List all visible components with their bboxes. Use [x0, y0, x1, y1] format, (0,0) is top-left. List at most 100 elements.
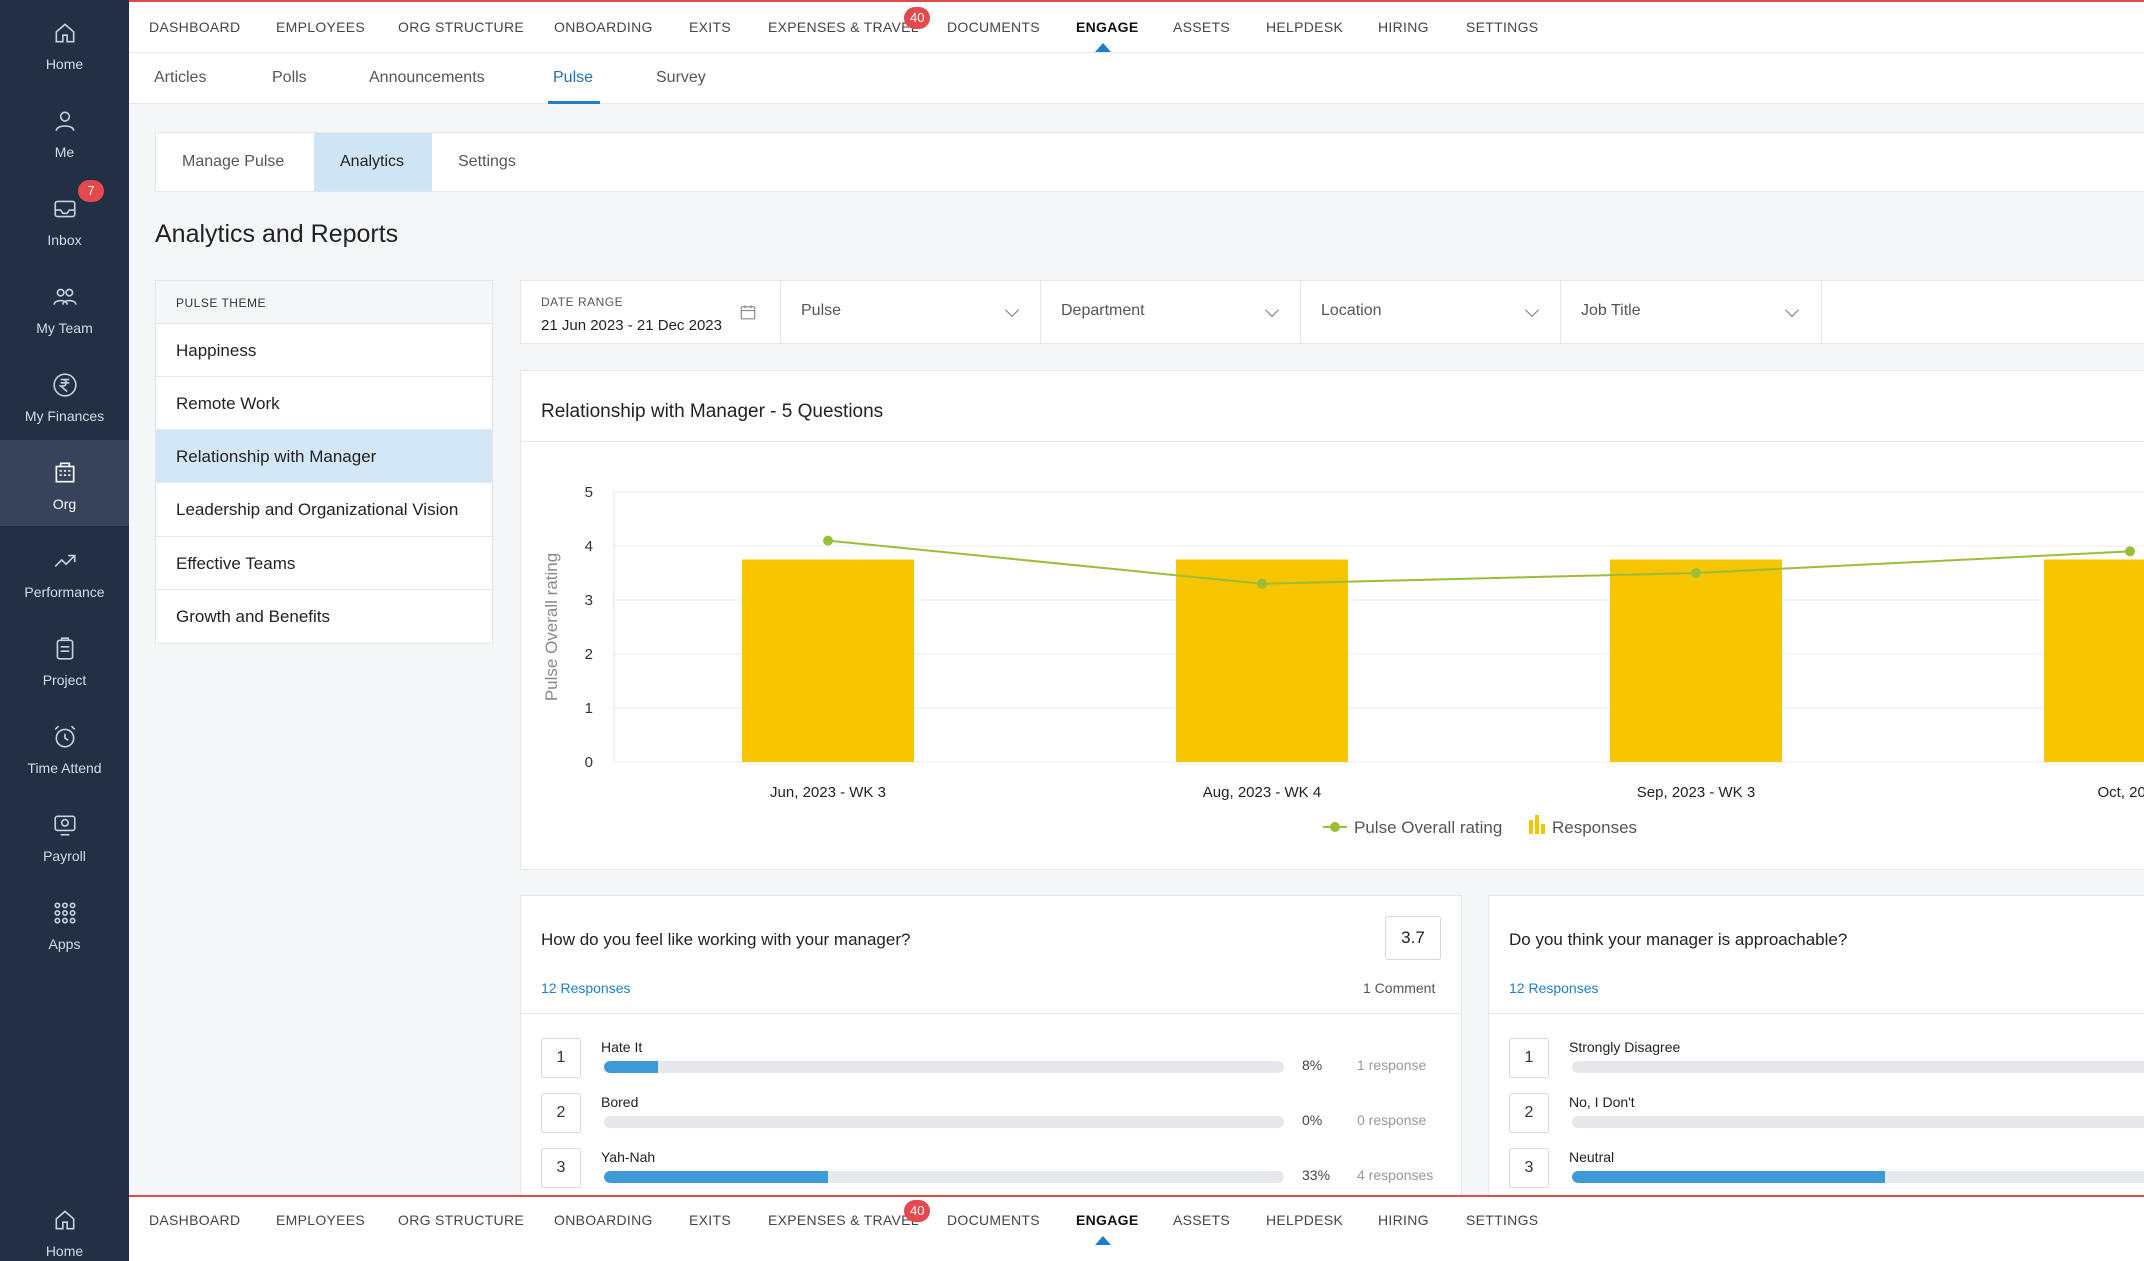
nav-exits[interactable]: EXITS — [689, 19, 731, 35]
sidebar-item-performance[interactable]: Performance — [0, 528, 129, 614]
comments-count[interactable]: 1 Comment — [1363, 980, 1436, 996]
nav-dashboard[interactable]: DASHBOARD — [149, 19, 241, 35]
option-response-count: 0 response — [1357, 1112, 1427, 1128]
sidebar-item-me[interactable]: Me — [0, 88, 129, 174]
nav-onboarding[interactable]: ONBOARDING — [554, 1212, 653, 1228]
nav-expenses-travel[interactable]: EXPENSES & TRAVEL — [768, 19, 919, 35]
sidebar-item-org[interactable]: Org — [0, 440, 129, 526]
date-range-label: DATE RANGE — [541, 295, 624, 309]
sidebar-item-inbox[interactable]: 7 Inbox — [0, 176, 129, 262]
sidebar: Home Me 7 Inbox My Team My Finances Org … — [0, 0, 129, 1195]
sidebar-item-label: Org — [52, 496, 77, 512]
line-point — [1257, 578, 1267, 589]
sidebar-item-apps[interactable]: Apps — [0, 880, 129, 966]
user-icon — [55, 111, 74, 132]
nav-org-structure[interactable]: ORG STRUCTURE — [398, 1212, 525, 1228]
theme-item-leadership[interactable]: Leadership and Organizational Vision — [156, 483, 492, 537]
location-filter-label: Location — [1321, 302, 1382, 319]
nav-hiring[interactable]: HIRING — [1378, 19, 1429, 35]
apps-icon — [53, 902, 76, 924]
tab-articles[interactable]: Articles — [154, 69, 207, 86]
option-progress-fill — [604, 1061, 659, 1073]
y-axis-label: Pulse Overall rating — [542, 553, 561, 701]
team-icon — [52, 288, 77, 305]
nav-settings[interactable]: SETTINGS — [1466, 1212, 1539, 1228]
pulse-chart: 0 1 2 3 4 5 Pulse Overall rating Jun, 2023 - WK… — [542, 484, 2144, 837]
option-response-count: 4 responses — [1357, 1167, 1434, 1183]
sidebar-item-my-finances[interactable]: My Finances — [0, 352, 129, 438]
bottom-nav: DASHBOARD EMPLOYEES ORG STRUCTURE ONBOAR… — [129, 1195, 2144, 1261]
chart-title: Relationship with Manager - 5 Questions — [541, 401, 884, 422]
card-divider — [521, 1013, 1461, 1014]
y-tick-label: 1 — [585, 700, 593, 717]
option-number: 3 — [541, 1148, 581, 1188]
nav-settings[interactable]: SETTINGS — [1466, 19, 1539, 35]
bar-responses — [1610, 559, 1782, 762]
tab-pulse[interactable]: Pulse — [553, 69, 594, 86]
nav-employees[interactable]: EMPLOYEES — [276, 1212, 366, 1228]
expenses-badge: 40 — [904, 7, 931, 29]
y-tick-label: 2 — [585, 646, 593, 663]
theme-item-growth-benefits[interactable]: Growth and Benefits — [176, 607, 331, 626]
sub-tabs: Articles Polls Announcements Pulse Surve… — [129, 52, 2144, 104]
org-icon — [55, 462, 74, 483]
nav-exits[interactable]: EXITS — [689, 1212, 731, 1228]
theme-item-effective-teams[interactable]: Effective Teams — [156, 537, 492, 590]
rupee-icon — [52, 373, 77, 397]
sidebar-item-home-bottom[interactable]: Home — [0, 1187, 129, 1261]
sidebar-item-time-attend[interactable]: Time Attend — [0, 704, 129, 790]
tab-analytics[interactable]: Analytics — [314, 133, 432, 191]
sidebar-item-home[interactable]: Home — [0, 0, 129, 86]
nav-helpdesk[interactable]: HELPDESK — [1266, 19, 1344, 35]
department-filter-label: Department — [1061, 302, 1145, 319]
sidebar-item-label: My Finances — [24, 408, 105, 424]
department-filter[interactable]: Department — [1041, 281, 1301, 343]
date-range-value: 21 Jun 2023 - 21 Dec 2023 — [541, 317, 722, 334]
nav-helpdesk[interactable]: HELPDESK — [1266, 1212, 1344, 1228]
nav-onboarding[interactable]: ONBOARDING — [554, 19, 653, 35]
option-label: Bored — [601, 1094, 639, 1110]
responses-link[interactable]: 12 Responses — [541, 980, 631, 996]
pulse-mode-tabs: Manage Pulse Analytics Settings — [155, 132, 2144, 192]
sidebar-item-label: Inbox — [47, 232, 82, 248]
tab-settings[interactable]: Settings — [458, 153, 516, 170]
option-percent: 8% — [1302, 1057, 1323, 1073]
question-score: 3.7 — [1385, 916, 1441, 960]
clipboard-icon — [56, 637, 73, 660]
nav-hiring[interactable]: HIRING — [1378, 1212, 1429, 1228]
nav-documents[interactable]: DOCUMENTS — [947, 19, 1040, 35]
date-range-filter[interactable]: DATE RANGE 21 Jun 2023 - 21 Dec 2023 — [521, 281, 781, 343]
theme-item-remote-work[interactable]: Remote Work — [156, 377, 492, 430]
sidebar-item-my-team[interactable]: My Team — [0, 264, 129, 350]
pulse-filter[interactable]: Pulse — [781, 281, 1041, 343]
tab-polls[interactable]: Polls — [272, 69, 307, 86]
trend-icon — [54, 554, 76, 567]
nav-engage[interactable]: ENGAGE — [1076, 19, 1139, 35]
nav-org-structure[interactable]: ORG STRUCTURE — [398, 19, 525, 35]
question-card: How do you feel like working with your m… — [520, 895, 1462, 1205]
sidebar-item-label: Home — [45, 1243, 84, 1259]
sidebar-item-payroll[interactable]: Payroll — [0, 792, 129, 878]
tab-survey[interactable]: Survey — [656, 69, 706, 86]
option-number: 2 — [1509, 1093, 1549, 1133]
nav-dashboard[interactable]: DASHBOARD — [149, 1212, 241, 1228]
tab-manage-pulse[interactable]: Manage Pulse — [182, 153, 285, 170]
alarm-icon — [54, 725, 75, 748]
option-progress-bar — [1572, 1116, 2144, 1128]
nav-expenses-travel[interactable]: EXPENSES & TRAVEL — [768, 1212, 919, 1228]
option-number: 1 — [1509, 1038, 1549, 1078]
tab-announcements[interactable]: Announcements — [369, 69, 485, 86]
job-title-filter[interactable]: Job Title — [1561, 281, 1822, 343]
sidebar-item-label: Apps — [48, 936, 81, 952]
nav-employees[interactable]: EMPLOYEES — [276, 19, 366, 35]
nav-assets[interactable]: ASSETS — [1173, 1212, 1231, 1228]
theme-item-relationship-with-manager[interactable]: Relationship with Manager — [156, 430, 492, 483]
theme-item-happiness[interactable]: Happiness — [156, 324, 492, 377]
sidebar-item-project[interactable]: Project — [0, 616, 129, 702]
nav-engage[interactable]: ENGAGE — [1076, 1212, 1139, 1228]
responses-link[interactable]: 12 Responses — [1509, 980, 1599, 996]
location-filter[interactable]: Location — [1301, 281, 1561, 343]
page-title: Analytics and Reports — [155, 220, 399, 248]
nav-assets[interactable]: ASSETS — [1173, 19, 1231, 35]
nav-documents[interactable]: DOCUMENTS — [947, 1212, 1040, 1228]
